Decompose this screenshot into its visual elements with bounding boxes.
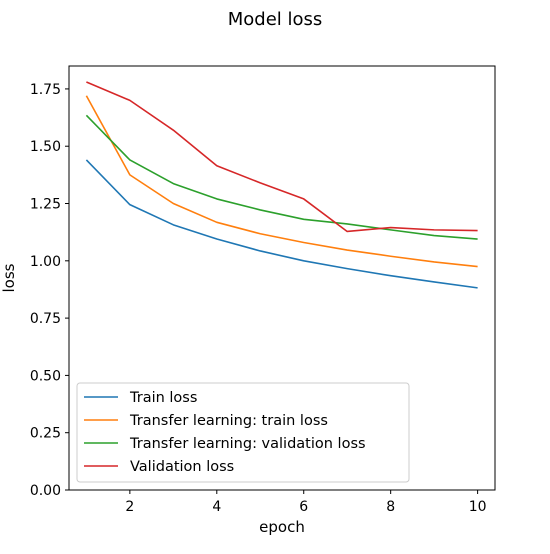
x-tick-label: 8: [386, 499, 395, 515]
axis-ticks: 2 4 6 8 10 0.00 0.25 0.50 0.75 1.00 1.25 1.50 1.75: [30, 82, 487, 515]
y-tick-label: 0.00: [30, 483, 61, 499]
series-line-1: [85, 159, 478, 289]
series-line-3: [85, 114, 478, 240]
x-tick-label: 4: [212, 499, 221, 515]
y-tick-label: 0.25: [30, 426, 61, 442]
y-tick-label: 0.75: [30, 311, 61, 327]
x-tick-label: 2: [125, 499, 134, 515]
legend-label: Transfer learning: validation loss: [129, 436, 366, 452]
legend: Train loss Transfer learning: train loss T…: [76, 382, 410, 483]
series-line-2: [85, 95, 478, 268]
plot-frame: [68, 65, 496, 491]
series-lines: [85, 81, 478, 289]
series-line-4: [86, 81, 478, 233]
x-tick-label: 10: [469, 499, 487, 515]
y-tick-label: 1.25: [30, 197, 61, 213]
x-tick-label: 6: [299, 499, 308, 515]
x-axis-label: epoch: [259, 518, 305, 536]
legend-label: Train loss: [129, 390, 197, 406]
legend-box: [76, 382, 410, 483]
chart-title: Model loss: [228, 9, 323, 30]
y-tick-label: 1.50: [30, 139, 61, 155]
y-axis-label: loss: [0, 263, 18, 292]
legend-label: Validation loss: [130, 459, 234, 475]
y-tick-label: 1.75: [30, 82, 61, 98]
y-tick-label: 0.50: [30, 368, 61, 384]
y-tick-label: 1.00: [30, 254, 61, 270]
legend-label: Transfer learning: train loss: [129, 413, 328, 429]
